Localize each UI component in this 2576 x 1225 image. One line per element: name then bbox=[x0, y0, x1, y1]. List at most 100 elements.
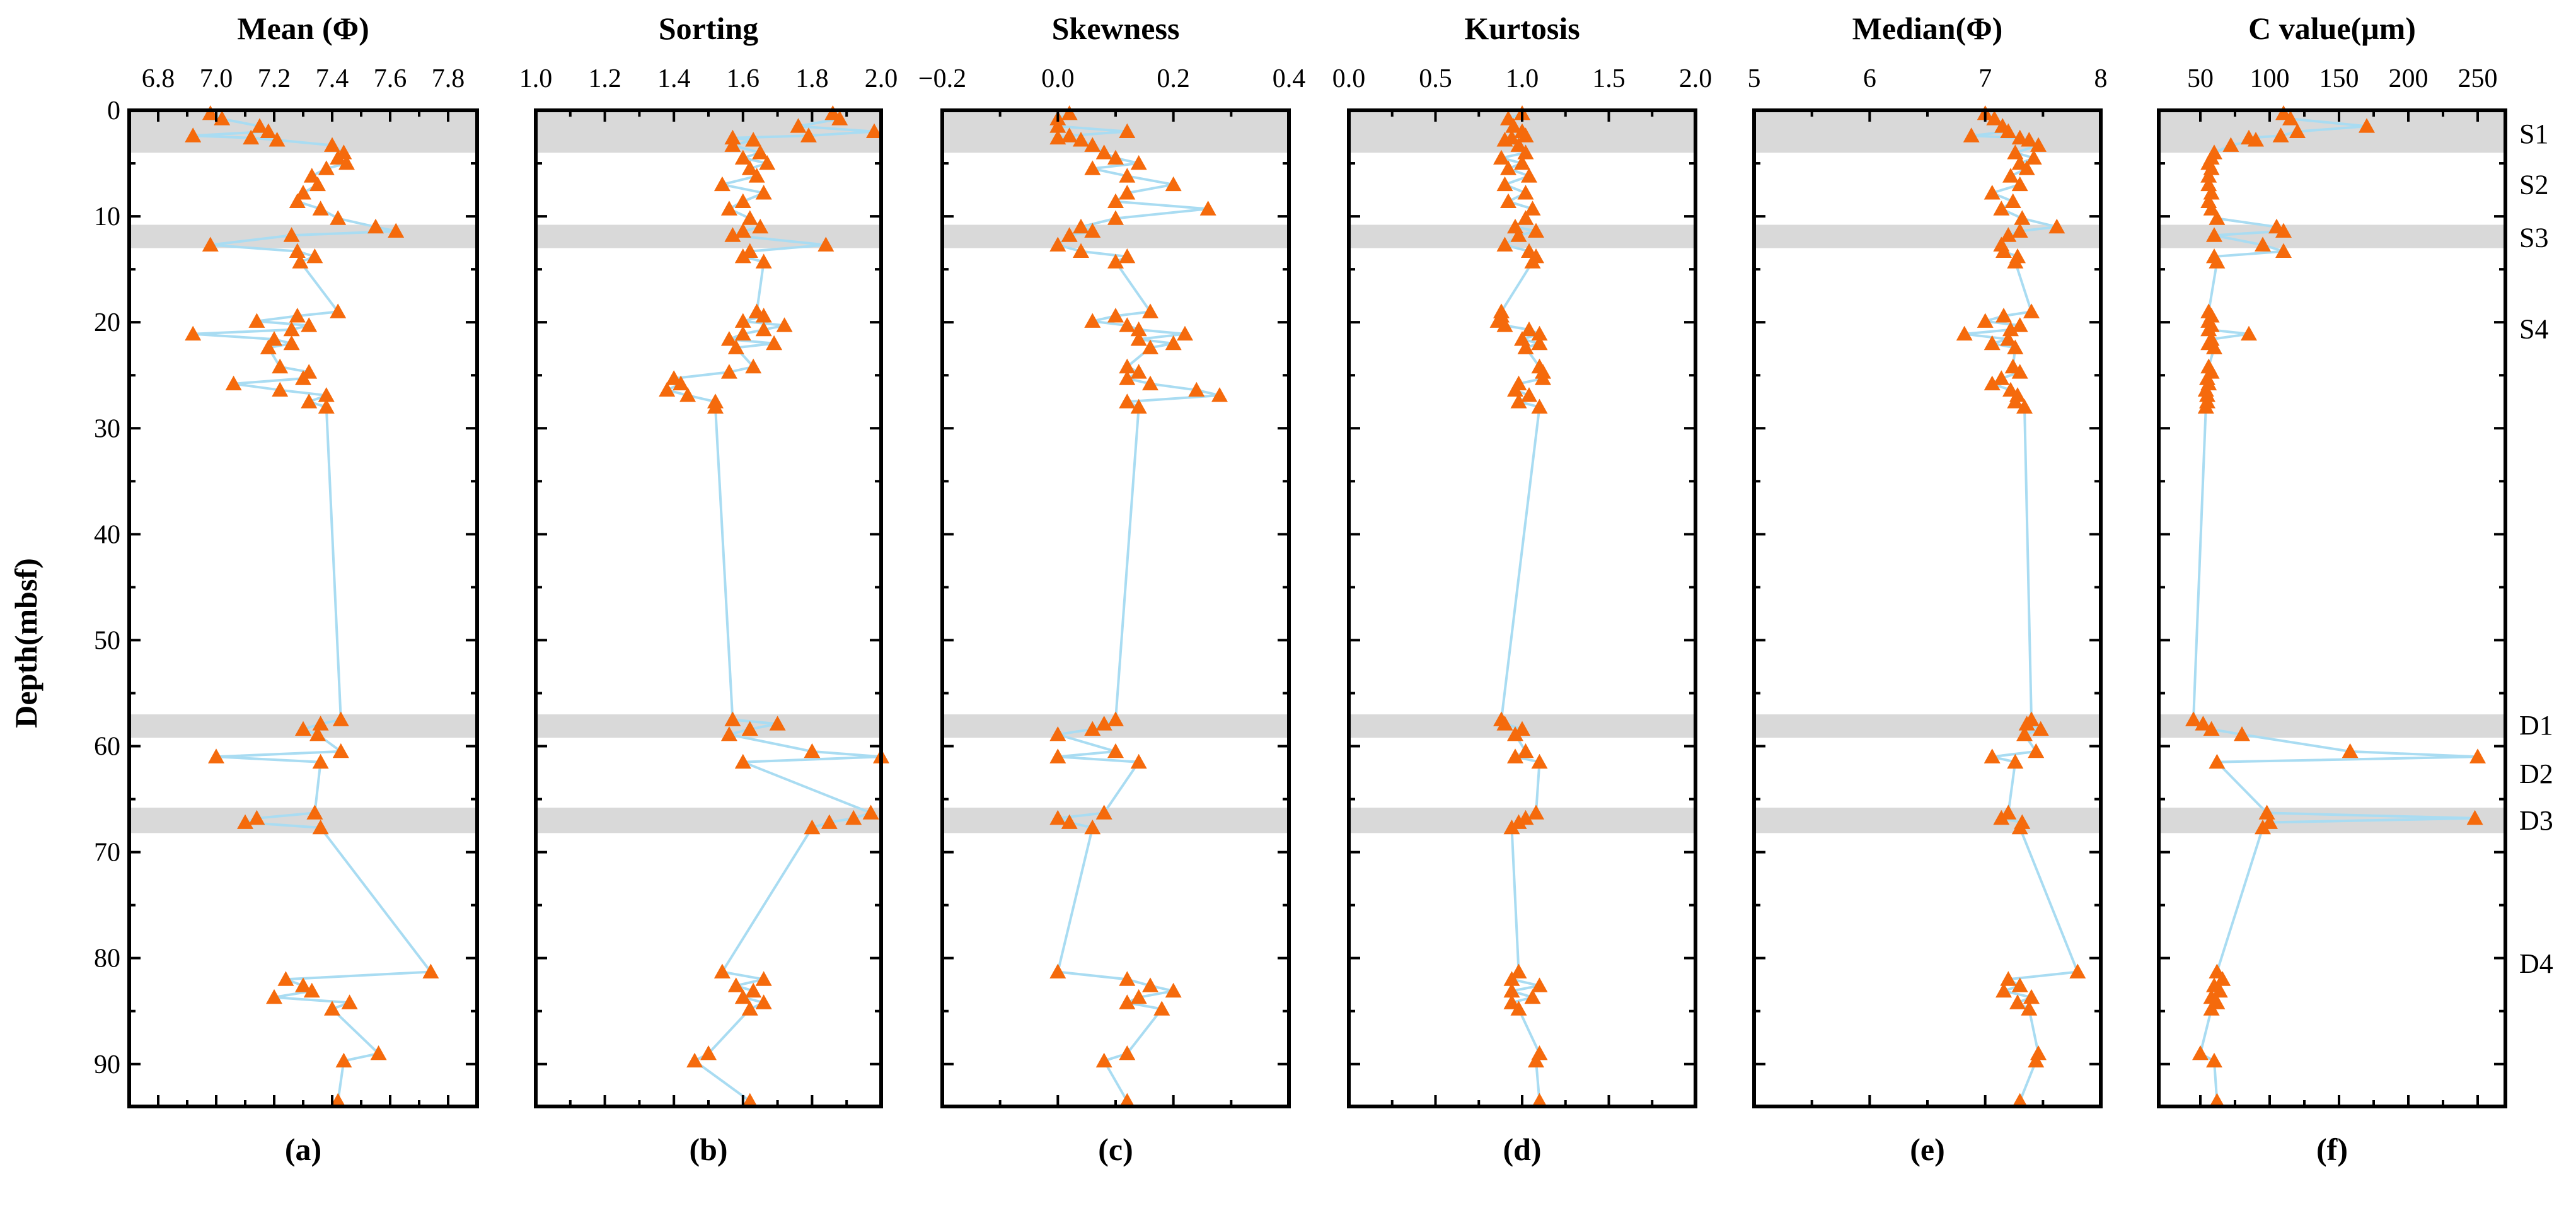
data-point bbox=[700, 1045, 717, 1060]
data-point bbox=[720, 200, 737, 216]
x-tick-label: 250 bbox=[2458, 64, 2498, 93]
data-point bbox=[1119, 994, 1136, 1009]
data-point bbox=[741, 1001, 758, 1016]
data-point bbox=[2185, 711, 2202, 726]
data-point bbox=[1177, 325, 1193, 341]
zone-label-s2: S2 bbox=[2519, 170, 2548, 200]
data-point bbox=[283, 321, 300, 337]
data-point bbox=[1130, 753, 1147, 769]
data-point bbox=[2195, 716, 2212, 731]
data-point bbox=[1531, 325, 1548, 341]
data-point bbox=[1130, 321, 1147, 337]
data-point bbox=[2004, 193, 2021, 208]
data-point bbox=[1049, 963, 1066, 978]
y-axis-label: Depth(mbsf) bbox=[8, 558, 43, 728]
data-point bbox=[755, 971, 772, 986]
data-point bbox=[332, 711, 349, 726]
data-point bbox=[673, 375, 690, 391]
data-point bbox=[1107, 193, 1124, 208]
data-point bbox=[330, 149, 347, 165]
data-point bbox=[734, 193, 751, 208]
data-point bbox=[734, 989, 751, 1004]
data-point bbox=[1119, 358, 1136, 374]
data-point bbox=[1119, 185, 1136, 200]
data-point bbox=[1531, 335, 1548, 351]
data-point bbox=[845, 810, 862, 825]
x-tick-label: 7 bbox=[1978, 64, 1992, 93]
data-point bbox=[2359, 118, 2375, 133]
data-point bbox=[1142, 977, 1158, 992]
data-point bbox=[2011, 129, 2028, 145]
data-point bbox=[295, 185, 311, 200]
data-point bbox=[309, 726, 326, 741]
data-point bbox=[2000, 971, 2017, 986]
data-point bbox=[2011, 176, 2028, 192]
data-point bbox=[1049, 726, 1066, 741]
data-point bbox=[295, 977, 311, 992]
data-point bbox=[1984, 375, 2001, 391]
data-point bbox=[1061, 814, 1078, 829]
data-point bbox=[759, 155, 776, 170]
data-point bbox=[301, 317, 318, 332]
data-point bbox=[1199, 200, 1216, 216]
x-tick-label: 7.6 bbox=[374, 64, 407, 93]
data-point bbox=[821, 814, 838, 829]
data-point bbox=[734, 149, 751, 165]
data-point bbox=[831, 110, 848, 125]
data-point bbox=[713, 963, 731, 978]
data-point bbox=[713, 176, 731, 192]
data-point bbox=[1119, 393, 1136, 409]
shaded-zone-s1 bbox=[2159, 110, 2505, 153]
x-tick-label: 1.0 bbox=[1506, 64, 1539, 93]
data-point bbox=[208, 748, 224, 763]
data-point bbox=[2032, 721, 2049, 736]
data-point bbox=[720, 331, 737, 346]
data-point bbox=[2241, 325, 2257, 341]
y-tick-label: 90 bbox=[94, 1050, 120, 1079]
data-point bbox=[1107, 149, 1124, 165]
data-point bbox=[745, 358, 762, 374]
data-point bbox=[1531, 753, 1548, 769]
data-point bbox=[2209, 210, 2226, 225]
data-point bbox=[1517, 743, 1534, 758]
data-point bbox=[2275, 243, 2292, 258]
data-point bbox=[1505, 118, 1522, 133]
data-point bbox=[2048, 218, 2065, 234]
y-tick-label: 30 bbox=[94, 414, 120, 443]
data-point bbox=[862, 804, 879, 820]
panel-title: Skewness bbox=[1052, 11, 1180, 46]
data-point bbox=[1130, 398, 1147, 414]
data-point bbox=[330, 303, 347, 318]
x-tick-label: 1.4 bbox=[657, 64, 691, 93]
panel-1: 6.8 7.0 7.2 7.4 7.6 7.8 0 10 20 30 40 50 60 70 80 90 Mea… bbox=[94, 11, 479, 1167]
data-point bbox=[1084, 721, 1101, 736]
zone-label-d4: D4 bbox=[2519, 948, 2553, 979]
data-point bbox=[283, 227, 300, 242]
data-point bbox=[800, 127, 817, 142]
data-point bbox=[2203, 721, 2220, 736]
x-tick-label: 1.0 bbox=[519, 64, 553, 93]
data-point bbox=[752, 144, 769, 160]
panel-title: Kurtosis bbox=[1464, 11, 1580, 46]
data-point bbox=[1510, 1001, 1527, 1016]
data-point bbox=[2011, 1093, 2028, 1108]
data-point bbox=[2000, 227, 2017, 242]
x-tick-label: 50 bbox=[2187, 64, 2214, 93]
x-tick-label: 1.8 bbox=[795, 64, 829, 93]
data-point bbox=[1535, 370, 1551, 385]
data-point bbox=[1496, 132, 1513, 147]
data-point bbox=[1510, 963, 1527, 978]
data-point bbox=[2275, 223, 2292, 238]
data-point bbox=[745, 132, 762, 147]
data-point bbox=[1503, 971, 1520, 986]
shaded-zone-d1 bbox=[1754, 714, 2101, 738]
data-point bbox=[1984, 185, 2001, 200]
data-point bbox=[2030, 137, 2047, 152]
data-point bbox=[1531, 1093, 1548, 1108]
data-point bbox=[720, 726, 737, 741]
data-point bbox=[2007, 339, 2024, 354]
data-point bbox=[1049, 810, 1066, 825]
data-point bbox=[1119, 123, 1136, 138]
data-point bbox=[1107, 711, 1124, 726]
